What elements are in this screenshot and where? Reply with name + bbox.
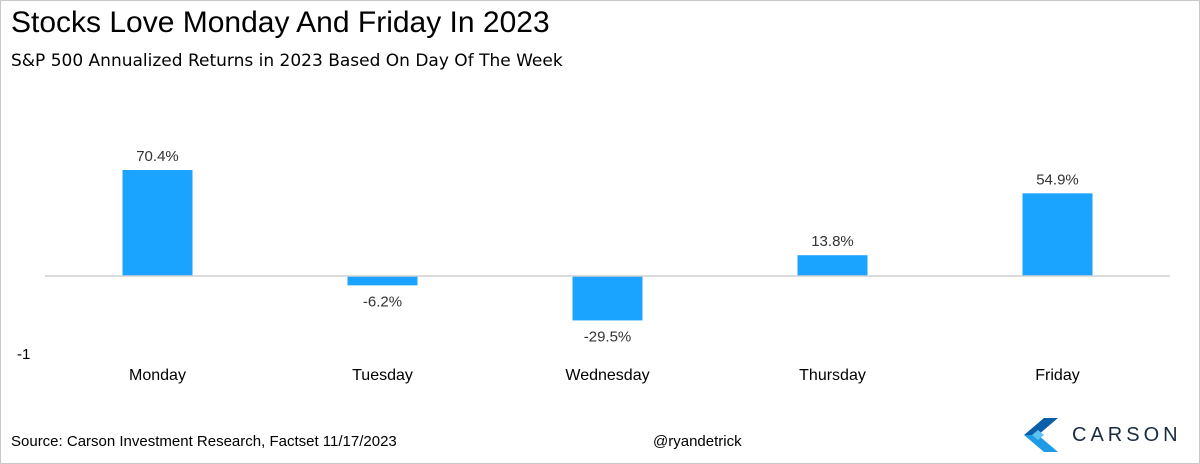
bar-friday [1022, 193, 1093, 276]
y-tick-label: -1 [17, 346, 30, 363]
bar-monday [122, 170, 193, 276]
author-handle: @ryandetrick [653, 433, 742, 450]
data-label-monday: 70.4% [136, 148, 179, 165]
x-tick-label-friday: Friday [1035, 367, 1079, 384]
x-tick-label-wednesday: Wednesday [565, 367, 649, 384]
brand-name: CARSON [1072, 423, 1182, 446]
data-label-tuesday: -6.2% [363, 293, 402, 310]
chart-subtitle: S&P 500 Annualized Returns in 2023 Based… [11, 51, 563, 71]
x-tick-label-monday: Monday [129, 367, 186, 384]
carson-chevron-logo-icon [1024, 418, 1058, 452]
bar-tuesday [347, 276, 418, 286]
bar-thursday [797, 255, 868, 276]
carson-logo: CARSON [1024, 418, 1182, 452]
source-note: Source: Carson Investment Research, Fact… [11, 433, 397, 450]
data-label-friday: 54.9% [1036, 171, 1079, 188]
chart-title: Stocks Love Monday And Friday In 2023 [11, 6, 550, 39]
x-tick-label-thursday: Thursday [799, 367, 866, 384]
data-label-wednesday: -29.5% [584, 328, 632, 345]
data-label-thursday: 13.8% [811, 233, 854, 250]
x-tick-label-tuesday: Tuesday [352, 367, 413, 384]
bar-wednesday [572, 276, 643, 321]
